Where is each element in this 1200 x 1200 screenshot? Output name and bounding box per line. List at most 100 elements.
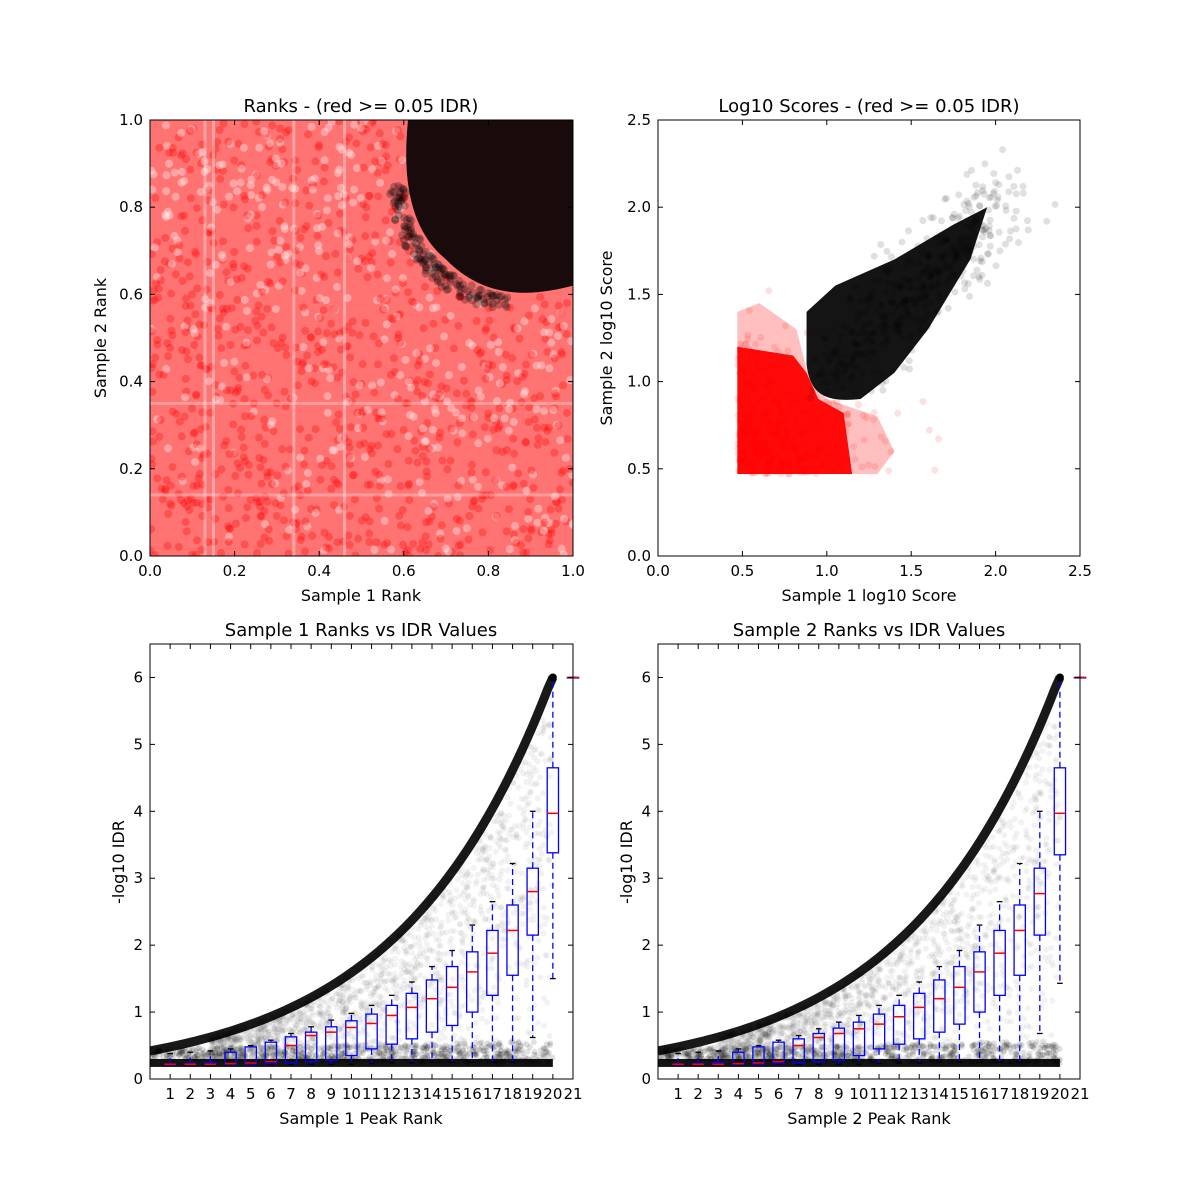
idr-point [366, 1054, 373, 1061]
black-point [404, 232, 413, 241]
idr-point [199, 1046, 206, 1053]
red-point [212, 165, 221, 174]
red-point [240, 540, 249, 549]
idr-cloud-point [362, 980, 369, 987]
idr-cloud-point [514, 995, 521, 1002]
red-point [756, 466, 764, 474]
light-point [568, 521, 573, 530]
idr-point [462, 1050, 469, 1057]
light-point [240, 295, 249, 304]
idr-cloud-point [360, 1027, 367, 1034]
black-point [992, 179, 1000, 187]
idr-point [396, 1048, 403, 1055]
idr-point [258, 1049, 265, 1056]
red-point [278, 333, 287, 342]
red-point [337, 345, 346, 354]
idr-cloud-point [448, 908, 455, 915]
light-point [162, 365, 171, 374]
black-point [979, 183, 987, 191]
black-point [926, 299, 934, 307]
red-point [206, 408, 215, 417]
red-point [785, 400, 793, 408]
light-point [314, 312, 323, 321]
black-point [415, 234, 424, 243]
idr-point [968, 1043, 975, 1050]
red-point [804, 377, 812, 385]
black-point [968, 224, 976, 232]
light-point [281, 255, 290, 264]
idr-cloud-point [211, 1034, 218, 1041]
x-tick-label: 2 [186, 1085, 196, 1103]
black-point [387, 187, 396, 196]
idr-cloud-point [264, 1021, 271, 1028]
idr-cloud-point [339, 1009, 346, 1016]
black-point [1005, 173, 1013, 181]
black-point [943, 236, 951, 244]
idr-point [515, 1040, 522, 1047]
idr-cloud-point [400, 1046, 407, 1053]
idr-cloud-point [534, 758, 541, 765]
red-point [530, 415, 539, 424]
red-point [211, 470, 220, 479]
black-point [914, 242, 922, 250]
red-point [370, 388, 379, 397]
red-point [186, 127, 195, 136]
red-point [305, 201, 314, 210]
idr-cloud-point [458, 871, 465, 878]
idr-cloud-point [378, 1032, 385, 1039]
idr-cloud-point [402, 939, 409, 946]
black-point [833, 378, 841, 386]
red-point [219, 120, 228, 128]
black-point [854, 350, 862, 358]
idr-cloud-point [380, 1042, 387, 1049]
red-point [828, 454, 836, 462]
black-point [902, 264, 910, 272]
black-point [1002, 207, 1010, 215]
idr-cloud-point [338, 984, 345, 991]
black-point [984, 206, 992, 214]
light-point [297, 286, 306, 295]
red-point [735, 369, 743, 377]
x-axis-label: Sample 1 Peak Rank [279, 1109, 443, 1128]
idr-cloud-point [536, 845, 543, 852]
idr-cloud-point [477, 903, 484, 910]
black-point [421, 257, 430, 266]
idr-cloud-point [289, 1046, 296, 1053]
red-point [229, 263, 238, 272]
red-point [803, 408, 811, 416]
idr-point [999, 1058, 1006, 1065]
red-point [260, 415, 269, 424]
light-point [170, 168, 179, 177]
x-tick-label: 5 [246, 1085, 256, 1103]
red-point [151, 353, 160, 362]
black-point [950, 257, 958, 265]
black-point [907, 277, 915, 285]
red-point [394, 126, 403, 135]
black-point [406, 223, 415, 232]
light-point [425, 344, 434, 353]
idr-cloud-point [329, 1034, 336, 1041]
light-point [206, 298, 215, 307]
red-point [752, 452, 760, 460]
light-point [301, 264, 310, 273]
idr-cloud-point [261, 1022, 268, 1029]
idr-point [328, 1053, 335, 1060]
idr-point [514, 1048, 521, 1055]
idr-point [371, 1051, 378, 1058]
red-point [781, 322, 789, 330]
red-point [387, 314, 396, 323]
idr-point [1013, 1051, 1020, 1058]
red-point [737, 427, 745, 435]
idr-cloud-point [225, 1033, 232, 1040]
idr-cloud-point [495, 841, 502, 848]
black-point [477, 285, 486, 294]
red-point [263, 304, 272, 313]
idr-point [502, 1048, 509, 1055]
red-point [765, 383, 773, 391]
idr-cloud-point [298, 1001, 305, 1008]
idr-point [160, 1053, 167, 1060]
red-point [764, 446, 772, 454]
red-point [478, 495, 487, 504]
idr-point [539, 1051, 546, 1058]
idr-cloud-point [357, 1001, 364, 1008]
